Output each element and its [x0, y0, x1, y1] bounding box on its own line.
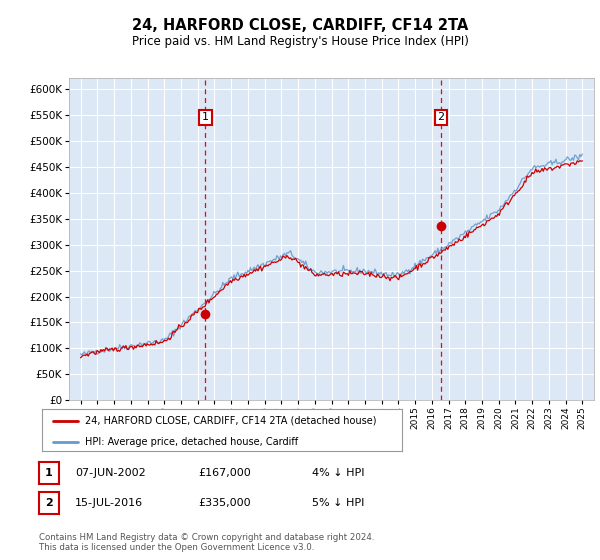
- Text: 2: 2: [437, 113, 445, 122]
- Text: 07-JUN-2002: 07-JUN-2002: [75, 468, 146, 478]
- Text: 15-JUL-2016: 15-JUL-2016: [75, 498, 143, 508]
- Text: 2: 2: [45, 498, 53, 508]
- Text: 24, HARFORD CLOSE, CARDIFF, CF14 2TA: 24, HARFORD CLOSE, CARDIFF, CF14 2TA: [132, 18, 468, 32]
- Text: £335,000: £335,000: [198, 498, 251, 508]
- Text: 4% ↓ HPI: 4% ↓ HPI: [312, 468, 365, 478]
- Text: 1: 1: [202, 113, 209, 122]
- Text: HPI: Average price, detached house, Cardiff: HPI: Average price, detached house, Card…: [85, 437, 298, 446]
- Text: Contains HM Land Registry data © Crown copyright and database right 2024.: Contains HM Land Registry data © Crown c…: [39, 533, 374, 542]
- Text: 24, HARFORD CLOSE, CARDIFF, CF14 2TA (detached house): 24, HARFORD CLOSE, CARDIFF, CF14 2TA (de…: [85, 416, 377, 426]
- Text: 1: 1: [45, 468, 53, 478]
- Text: £167,000: £167,000: [198, 468, 251, 478]
- Text: 5% ↓ HPI: 5% ↓ HPI: [312, 498, 364, 508]
- Text: This data is licensed under the Open Government Licence v3.0.: This data is licensed under the Open Gov…: [39, 543, 314, 552]
- Text: Price paid vs. HM Land Registry's House Price Index (HPI): Price paid vs. HM Land Registry's House …: [131, 35, 469, 49]
